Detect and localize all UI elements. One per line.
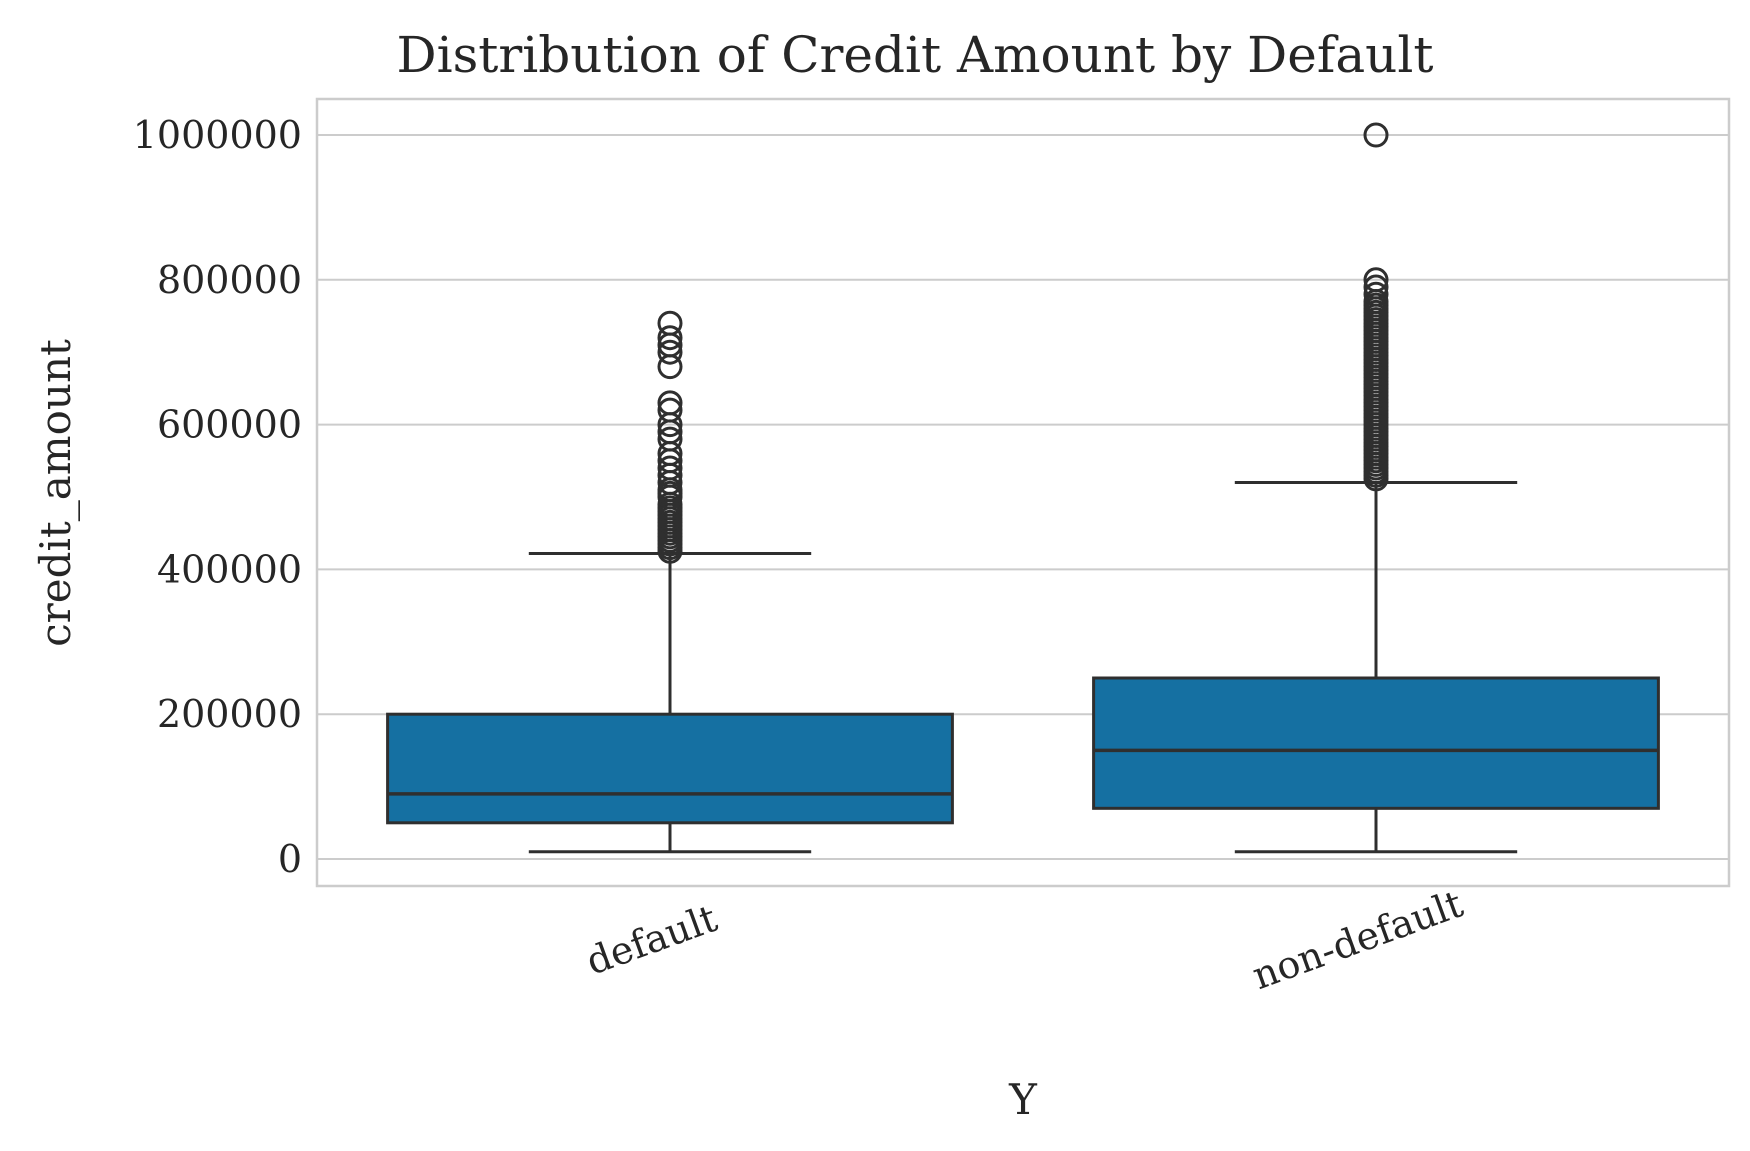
outlier-point <box>657 310 683 336</box>
y-tick-label: 800000 <box>157 258 302 302</box>
box-group <box>386 122 1660 854</box>
x-tick-label: default <box>580 896 722 984</box>
outlier-point <box>657 455 683 481</box>
outlier-point <box>1363 274 1389 300</box>
outlier-point <box>657 390 683 416</box>
outlier-point <box>1363 122 1389 148</box>
chart-title: Distribution of Credit Amount by Default <box>397 26 1434 84</box>
y-tick-label: 0 <box>278 837 302 881</box>
y-tick-labels: 0 200000 400000 600000 800000 1000000 <box>133 113 302 881</box>
outlier-point <box>657 339 683 365</box>
outlier-point <box>657 426 683 452</box>
iqr-box <box>1092 676 1660 810</box>
x-tick-labels: default non-default <box>580 881 1468 998</box>
outlier-point <box>657 397 683 423</box>
outlier-point <box>1363 281 1389 307</box>
y-tick-label: 400000 <box>157 547 302 591</box>
y-tick-label: 1000000 <box>133 113 302 157</box>
box-non-default <box>1092 122 1660 854</box>
x-tick-label: non-default <box>1247 881 1469 998</box>
y-tick-label: 600000 <box>157 403 302 447</box>
outlier-point <box>657 325 683 351</box>
box-default <box>386 310 954 854</box>
y-axis-label: credit_amount <box>31 339 80 647</box>
iqr-box <box>386 712 954 825</box>
x-axis-label: Y <box>1008 1075 1038 1124</box>
plot-frame <box>315 97 1731 888</box>
y-tick-label: 200000 <box>157 692 302 736</box>
outlier-point <box>1363 267 1389 293</box>
